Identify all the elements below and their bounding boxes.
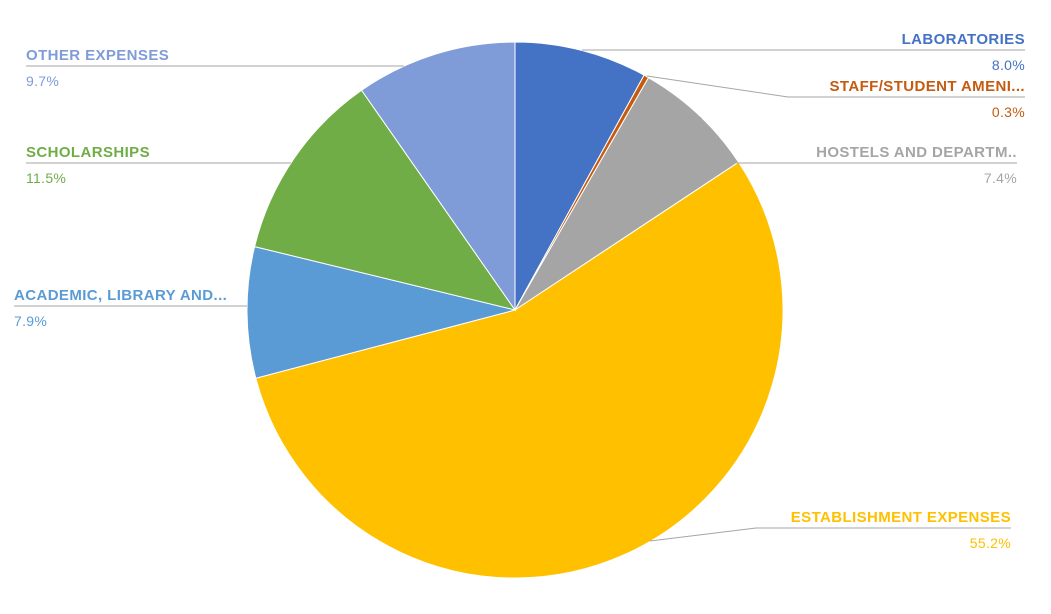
- label-staff-student-amenities: STAFF/STUDENT AMENI... 0.3%: [830, 78, 1025, 121]
- label-establishment-expenses-name: ESTABLISHMENT EXPENSES: [790, 509, 1011, 526]
- label-scholarships: SCHOLARSHIPS 11.5%: [26, 144, 150, 187]
- pie-slice-3[interactable]: [255, 161, 784, 579]
- label-establishment-expenses: ESTABLISHMENT EXPENSES 55.2%: [791, 509, 1011, 552]
- label-staff-student-amenities-name: STAFF/STUDENT AMENI...: [829, 78, 1025, 95]
- label-laboratories-name: LABORATORIES: [901, 31, 1025, 48]
- label-other-expenses: OTHER EXPENSES 9.7%: [26, 47, 169, 90]
- label-academic-library-name: ACADEMIC, LIBRARY AND...: [14, 287, 228, 304]
- label-academic-library-pct: 7.9%: [14, 313, 48, 329]
- pie-slice-4[interactable]: [246, 246, 516, 379]
- label-scholarships-name: SCHOLARSHIPS: [26, 144, 150, 161]
- pie-slice-5[interactable]: [253, 89, 517, 311]
- label-laboratories-pct: 8.0%: [991, 57, 1025, 73]
- label-hostels-and-departments: HOSTELS AND DEPARTM.. 7.4%: [816, 144, 1017, 187]
- pie-slice-6[interactable]: [360, 41, 516, 312]
- label-staff-student-amenities-pct: 0.3%: [991, 104, 1025, 120]
- label-other-expenses-pct: 9.7%: [26, 73, 60, 89]
- label-hostels-and-departments-name: HOSTELS AND DEPARTM..: [816, 144, 1017, 161]
- label-establishment-expenses-pct: 55.2%: [969, 535, 1011, 551]
- label-other-expenses-name: OTHER EXPENSES: [26, 47, 170, 64]
- pie-slice-0[interactable]: [514, 41, 645, 311]
- leader-line-3: [649, 527, 1011, 542]
- pie-slice-2[interactable]: [514, 76, 740, 311]
- label-laboratories: LABORATORIES 8.0%: [902, 31, 1025, 74]
- leader-line-2: [699, 116, 1017, 164]
- label-scholarships-pct: 11.5%: [26, 170, 67, 186]
- leader-line-1: [646, 75, 1025, 98]
- label-hostels-and-departments-pct: 7.4%: [983, 170, 1017, 186]
- label-academic-library: ACADEMIC, LIBRARY AND... 7.9%: [14, 287, 227, 330]
